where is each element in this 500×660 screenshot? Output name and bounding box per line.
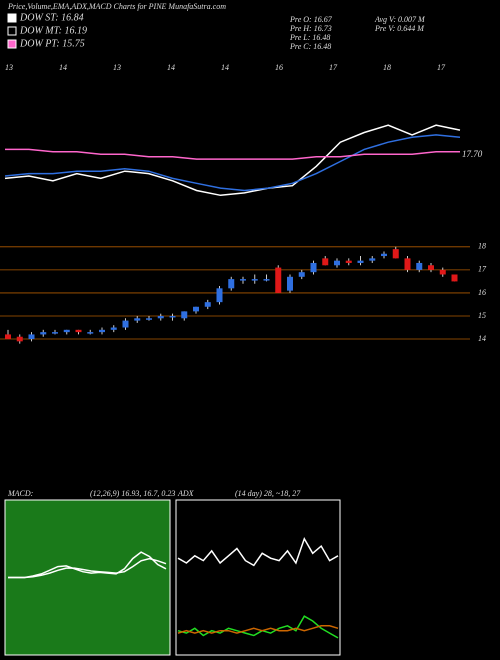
macd-line — [8, 551, 167, 579]
adx-label: ADX — [177, 489, 195, 498]
candle-body — [169, 315, 176, 318]
date-label: 14 — [167, 63, 175, 72]
info-text: Pre H: 16.73 — [289, 24, 332, 33]
legend-swatch — [7, 26, 17, 36]
date-label: 13 — [5, 63, 13, 72]
date-label: 17 — [437, 63, 446, 72]
date-label: 13 — [113, 63, 121, 72]
candle-body — [52, 332, 58, 334]
candle-body — [122, 320, 129, 328]
candle-body — [428, 265, 434, 270]
candle-body — [146, 318, 152, 320]
candle-body — [322, 258, 329, 266]
candle-body — [381, 253, 387, 257]
candle-body — [193, 306, 199, 312]
candle-body — [275, 267, 282, 293]
legend-swatch — [7, 13, 17, 23]
candle-body — [404, 258, 411, 270]
macd-line — [8, 557, 167, 579]
adx-params: (14 day) 28, ~18, 27 — [235, 489, 301, 498]
macd-label: MACD: — [7, 489, 34, 498]
candle-body — [181, 311, 188, 319]
candle-body — [5, 334, 11, 340]
candle-body — [110, 327, 117, 330]
candle-body — [287, 276, 293, 291]
date-label: 17 — [329, 63, 338, 72]
adx-line — [177, 537, 339, 567]
candle-body — [240, 279, 246, 281]
date-label: 14 — [59, 63, 67, 72]
macd-params: (12,26,9) 16.93, 16.7, 0.23 — [90, 489, 175, 498]
candle-body — [157, 315, 164, 319]
adx-line — [177, 625, 339, 634]
candle-body — [439, 269, 446, 275]
candle-body — [63, 329, 70, 333]
date-label: 16 — [275, 63, 283, 72]
candle-body — [334, 260, 340, 266]
candle-body — [263, 279, 270, 281]
ema-line — [4, 134, 461, 192]
candle-body — [134, 318, 141, 321]
ema-line — [4, 124, 461, 197]
candle-body — [99, 329, 105, 333]
legend-label: DOW PT: 15.75 — [19, 38, 85, 49]
candle-body — [87, 332, 94, 334]
candle-body — [416, 262, 423, 270]
candle-body — [16, 336, 23, 342]
adx-line — [177, 615, 339, 639]
candle-body — [451, 274, 458, 282]
info-text: Pre L: 16.48 — [289, 33, 330, 42]
candle-body — [28, 334, 35, 340]
legend-label: DOW MT: 16.19 — [19, 25, 87, 36]
date-label: 14 — [221, 63, 229, 72]
y-tick-label: 18 — [478, 242, 486, 251]
candle-body — [75, 329, 82, 333]
candle-body — [40, 332, 47, 335]
candle-body — [251, 279, 258, 281]
y-tick-label: 15 — [478, 311, 486, 320]
y-tick-label: 17 — [478, 265, 487, 274]
ema-label: 17.70 — [462, 149, 483, 159]
candle-body — [345, 260, 352, 263]
date-label: 18 — [383, 63, 391, 72]
candle-body — [228, 279, 235, 289]
candle-body — [204, 302, 211, 307]
info-text: Pre O: 16.67 — [289, 15, 333, 24]
candle-body — [369, 258, 376, 261]
candle-body — [310, 262, 317, 273]
candle-body — [216, 288, 223, 303]
y-tick-label: 16 — [478, 288, 486, 297]
legend-swatch — [7, 39, 17, 49]
info-text: Avg V: 0.007 M — [374, 15, 426, 24]
candle-body — [298, 272, 305, 277]
legend-label: DOW ST: 16.84 — [19, 12, 84, 23]
info-text: Pre V: 0.644 M — [374, 24, 425, 33]
candle-body — [392, 249, 399, 259]
y-tick-label: 14 — [478, 334, 486, 343]
chart-title: Price,Volume,EMA,ADX,MACD Charts for PIN… — [7, 2, 226, 11]
ema-line — [5, 148, 460, 160]
candle-body — [357, 260, 364, 263]
info-text: Pre C: 16.48 — [289, 42, 331, 51]
